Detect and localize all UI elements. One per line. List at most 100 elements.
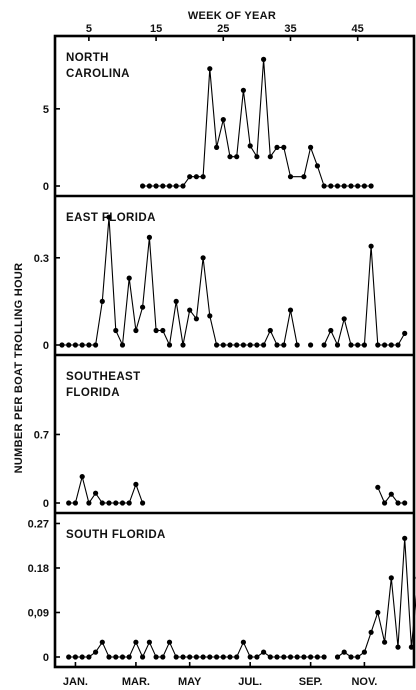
data-point — [126, 275, 132, 281]
data-point — [140, 500, 146, 506]
data-point — [133, 327, 139, 334]
data-point — [254, 342, 260, 348]
data-point — [402, 535, 408, 541]
data-point — [267, 327, 273, 334]
data-point — [355, 654, 361, 660]
data-point — [234, 342, 240, 348]
top-tick-label: 45 — [352, 23, 364, 35]
data-point — [166, 342, 173, 348]
data-point — [247, 342, 253, 348]
data-point — [126, 654, 132, 660]
top-axis-title: WEEK OF YEAR — [188, 10, 276, 22]
data-point — [193, 174, 199, 180]
data-point — [113, 327, 119, 334]
data-point — [368, 629, 374, 635]
data-point — [395, 342, 401, 348]
data-point — [382, 639, 388, 645]
data-point — [86, 342, 92, 348]
data-point — [388, 575, 394, 581]
chart-frame — [53, 34, 416, 669]
data-point — [254, 654, 260, 660]
y-tick-label: 0 — [43, 181, 49, 193]
data-point — [402, 330, 408, 336]
data-point — [361, 649, 367, 655]
data-point — [261, 342, 267, 348]
series-line — [68, 476, 144, 505]
data-point — [261, 56, 267, 63]
data-point — [133, 481, 139, 487]
data-point — [402, 500, 408, 506]
data-point — [146, 234, 152, 240]
data-point — [207, 654, 213, 660]
data-point — [106, 500, 112, 506]
data-point — [361, 183, 367, 189]
data-point — [140, 304, 146, 310]
data-point — [200, 654, 206, 660]
data-point — [93, 342, 99, 348]
panel-title: SOUTH FLORIDA — [66, 529, 166, 541]
data-point — [328, 183, 334, 189]
top-tick-label: 5 — [86, 23, 92, 35]
data-point — [308, 342, 314, 348]
data-point — [180, 183, 186, 189]
data-point — [119, 500, 126, 506]
data-point — [187, 654, 193, 660]
data-point — [160, 183, 166, 189]
data-point — [301, 654, 307, 660]
data-point — [173, 183, 179, 189]
data-point — [334, 183, 341, 189]
data-point — [388, 342, 394, 348]
data-point — [140, 183, 146, 189]
data-point — [341, 649, 347, 655]
data-point — [281, 654, 287, 660]
data-point — [86, 654, 92, 660]
panel-title: SOUTHEAST — [66, 371, 141, 383]
data-point — [294, 342, 300, 348]
data-point — [382, 342, 388, 348]
bottom-tick-label: NOV. — [351, 676, 377, 688]
data-point — [106, 214, 112, 220]
data-point — [66, 342, 72, 348]
data-point — [341, 183, 347, 189]
bottom-tick-label: JAN. — [63, 676, 88, 688]
data-point — [166, 183, 173, 189]
data-point — [99, 298, 105, 304]
data-point — [160, 654, 166, 660]
top-tick-label: 15 — [150, 23, 162, 35]
data-point — [314, 163, 320, 169]
data-point — [348, 183, 354, 189]
data-point — [207, 313, 213, 319]
series-line — [337, 538, 416, 658]
data-point — [126, 500, 132, 506]
data-point — [79, 654, 85, 660]
data-point — [314, 654, 320, 660]
y-tick-label: 0 — [43, 340, 49, 352]
data-point — [106, 654, 112, 660]
data-point — [72, 342, 78, 348]
data-point — [153, 327, 159, 334]
data-point — [287, 654, 294, 660]
data-point — [274, 342, 280, 348]
data-point — [308, 144, 314, 150]
data-point — [180, 654, 186, 660]
data-point — [368, 183, 374, 189]
data-point — [207, 66, 213, 72]
data-point — [321, 183, 327, 189]
data-point — [227, 654, 233, 660]
y-tick-label: 0.7 — [34, 429, 49, 441]
data-point — [113, 654, 119, 660]
top-tick-label: 25 — [217, 23, 229, 35]
y-tick-label: 0,09 — [28, 607, 49, 619]
data-point — [267, 154, 273, 160]
data-point — [368, 243, 374, 249]
data-point — [287, 307, 294, 313]
data-point — [99, 500, 105, 506]
data-point — [382, 500, 388, 506]
data-point — [375, 609, 381, 616]
y-tick-label: 0.3 — [34, 253, 49, 265]
data-point — [240, 639, 246, 645]
data-point — [214, 654, 220, 660]
data-point — [66, 654, 72, 660]
data-point — [153, 654, 159, 660]
